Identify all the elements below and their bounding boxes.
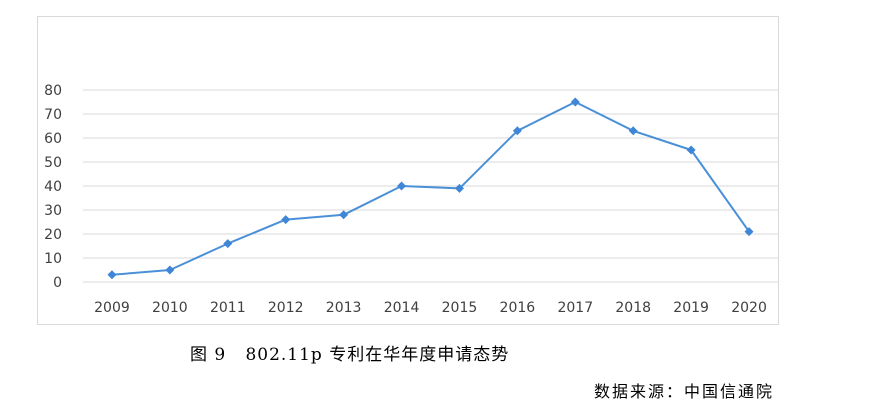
data-point-marker	[454, 183, 464, 193]
chart-frame: 0 10 20 30 40 50 60 70 80 2009 2010 2011 2012 2013 201…	[37, 16, 779, 325]
y-tick-label: 50	[44, 155, 62, 171]
data-point-marker	[397, 181, 407, 191]
figure-number: 图 9	[190, 345, 227, 365]
data-point-marker	[686, 145, 696, 155]
y-tick-label: 40	[44, 179, 62, 195]
y-tick-label: 10	[44, 251, 62, 267]
x-tick-label: 2019	[673, 300, 709, 316]
data-point-marker	[744, 227, 754, 237]
series-line	[111, 101, 750, 276]
x-tick-label: 2016	[500, 300, 536, 316]
data-point-marker	[165, 265, 175, 275]
data-point-marker	[512, 126, 522, 136]
data-point-marker	[339, 210, 349, 220]
y-tick-label: 80	[44, 83, 62, 99]
x-tick-label: 2010	[152, 300, 188, 316]
line-chart: 0 10 20 30 40 50 60 70 80 2009 2010 2011 2012 2013 201…	[44, 83, 778, 316]
x-tick-label: 2015	[442, 300, 478, 316]
y-tick-label: 0	[53, 275, 62, 291]
data-point-marker	[570, 97, 580, 107]
x-tick-label: 2009	[94, 300, 130, 316]
y-tick-label: 60	[44, 131, 62, 147]
x-tick-label: 2012	[268, 300, 304, 316]
x-tick-label: 2013	[326, 300, 362, 316]
data-point-marker	[628, 126, 638, 136]
figure-title: 802.11p 专利在华年度申请态势	[245, 345, 510, 365]
x-tick-label: 2017	[557, 300, 593, 316]
x-tick-label: 2014	[384, 300, 420, 316]
data-point-marker	[223, 239, 233, 249]
x-tick-label: 2018	[615, 300, 651, 316]
data-point-marker	[281, 215, 291, 225]
x-tick-label: 2020	[731, 300, 767, 316]
data-point-marker	[107, 270, 117, 280]
figure-caption: 图 9 802.11p 专利在华年度申请态势	[190, 340, 509, 365]
y-tick-label: 30	[44, 203, 62, 219]
data-source: 数据来源：中国信通院	[593, 382, 774, 401]
y-tick-label: 70	[44, 107, 62, 123]
x-tick-label: 2011	[210, 300, 246, 316]
y-tick-label: 20	[44, 227, 62, 243]
